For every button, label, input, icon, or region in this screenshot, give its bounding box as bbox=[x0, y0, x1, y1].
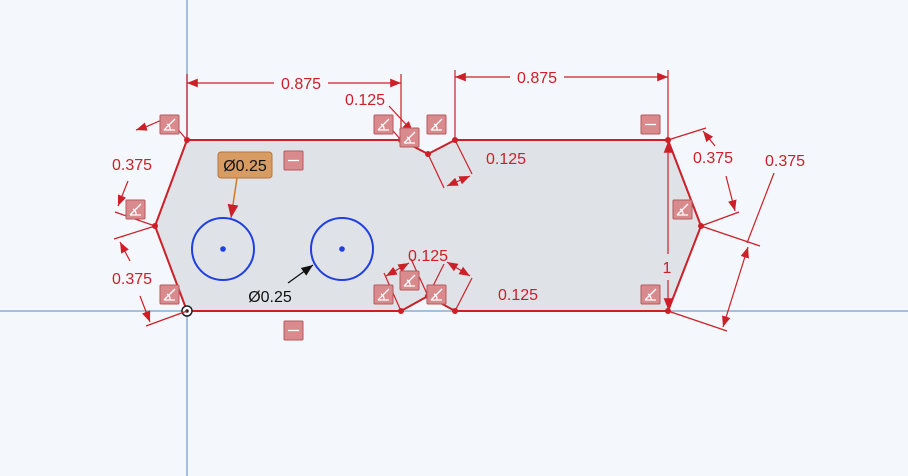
dimension-left-upper-chamfer[interactable]: 0.375 bbox=[112, 157, 152, 174]
hole-left-center[interactable] bbox=[220, 246, 226, 252]
dimension-hole-right-diameter[interactable]: Ø0.25 bbox=[248, 289, 292, 306]
dimension-left-lower-chamfer[interactable]: 0.375 bbox=[112, 271, 152, 288]
dimension-right-outer-chamfer[interactable]: 0.375 bbox=[765, 153, 805, 170]
equal-constraint-icon[interactable] bbox=[640, 114, 661, 135]
coincident-constraint-icon[interactable] bbox=[159, 284, 180, 305]
dimension-top-left-width[interactable]: 0.875 bbox=[281, 76, 321, 93]
hole-left[interactable] bbox=[191, 217, 255, 281]
coincident-constraint-icon[interactable] bbox=[640, 284, 661, 305]
dimension-right-inner-chamfer[interactable]: 0.375 bbox=[693, 150, 733, 167]
coincident-constraint-icon[interactable] bbox=[672, 199, 693, 220]
coincident-constraint-icon[interactable] bbox=[373, 114, 394, 135]
coincident-constraint-icon[interactable] bbox=[159, 114, 180, 135]
hole-right-center[interactable] bbox=[339, 246, 345, 252]
hole-left-leader bbox=[227, 177, 239, 219]
dimension-bottom-notch-depth[interactable]: 0.125 bbox=[498, 287, 538, 304]
dimension-hole-left-diameter[interactable]: Ø0.25 bbox=[217, 151, 273, 179]
dimension-top-notch[interactable]: 0.125 bbox=[345, 92, 385, 109]
dimension-height[interactable]: 1 bbox=[663, 260, 672, 277]
coincident-constraint-icon[interactable] bbox=[426, 284, 447, 305]
hole-right-leader bbox=[287, 264, 314, 284]
dimension-top-notch-depth[interactable]: 0.125 bbox=[486, 151, 526, 168]
equal-constraint-icon[interactable] bbox=[283, 320, 304, 341]
dimension-top-right-width[interactable]: 0.875 bbox=[517, 70, 557, 87]
coincident-constraint-icon[interactable] bbox=[399, 127, 420, 148]
coincident-constraint-icon[interactable] bbox=[399, 270, 420, 291]
coincident-constraint-icon[interactable] bbox=[426, 114, 447, 135]
dimension-bottom-notch[interactable]: 0.125 bbox=[408, 248, 448, 265]
equal-constraint-icon[interactable] bbox=[283, 150, 304, 171]
hole-left-diameter-label: Ø0.25 bbox=[223, 158, 267, 175]
hole-right[interactable] bbox=[310, 217, 374, 281]
coincident-constraint-icon[interactable] bbox=[125, 199, 146, 220]
coincident-constraint-icon[interactable] bbox=[373, 284, 394, 305]
